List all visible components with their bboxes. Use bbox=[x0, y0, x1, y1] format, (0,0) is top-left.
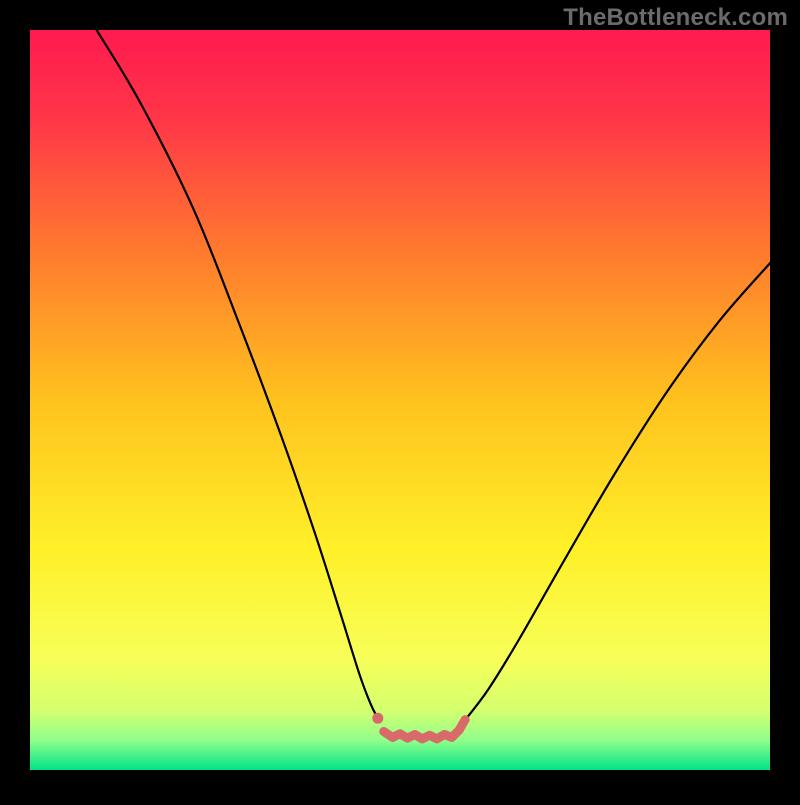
bottom-squiggle-dot bbox=[372, 713, 383, 724]
gradient-background bbox=[30, 30, 770, 770]
watermark-text: TheBottleneck.com bbox=[563, 4, 788, 32]
chart-frame: { "canvas": { "width": 800, "height": 80… bbox=[0, 0, 800, 800]
bottleneck-chart bbox=[0, 0, 800, 800]
